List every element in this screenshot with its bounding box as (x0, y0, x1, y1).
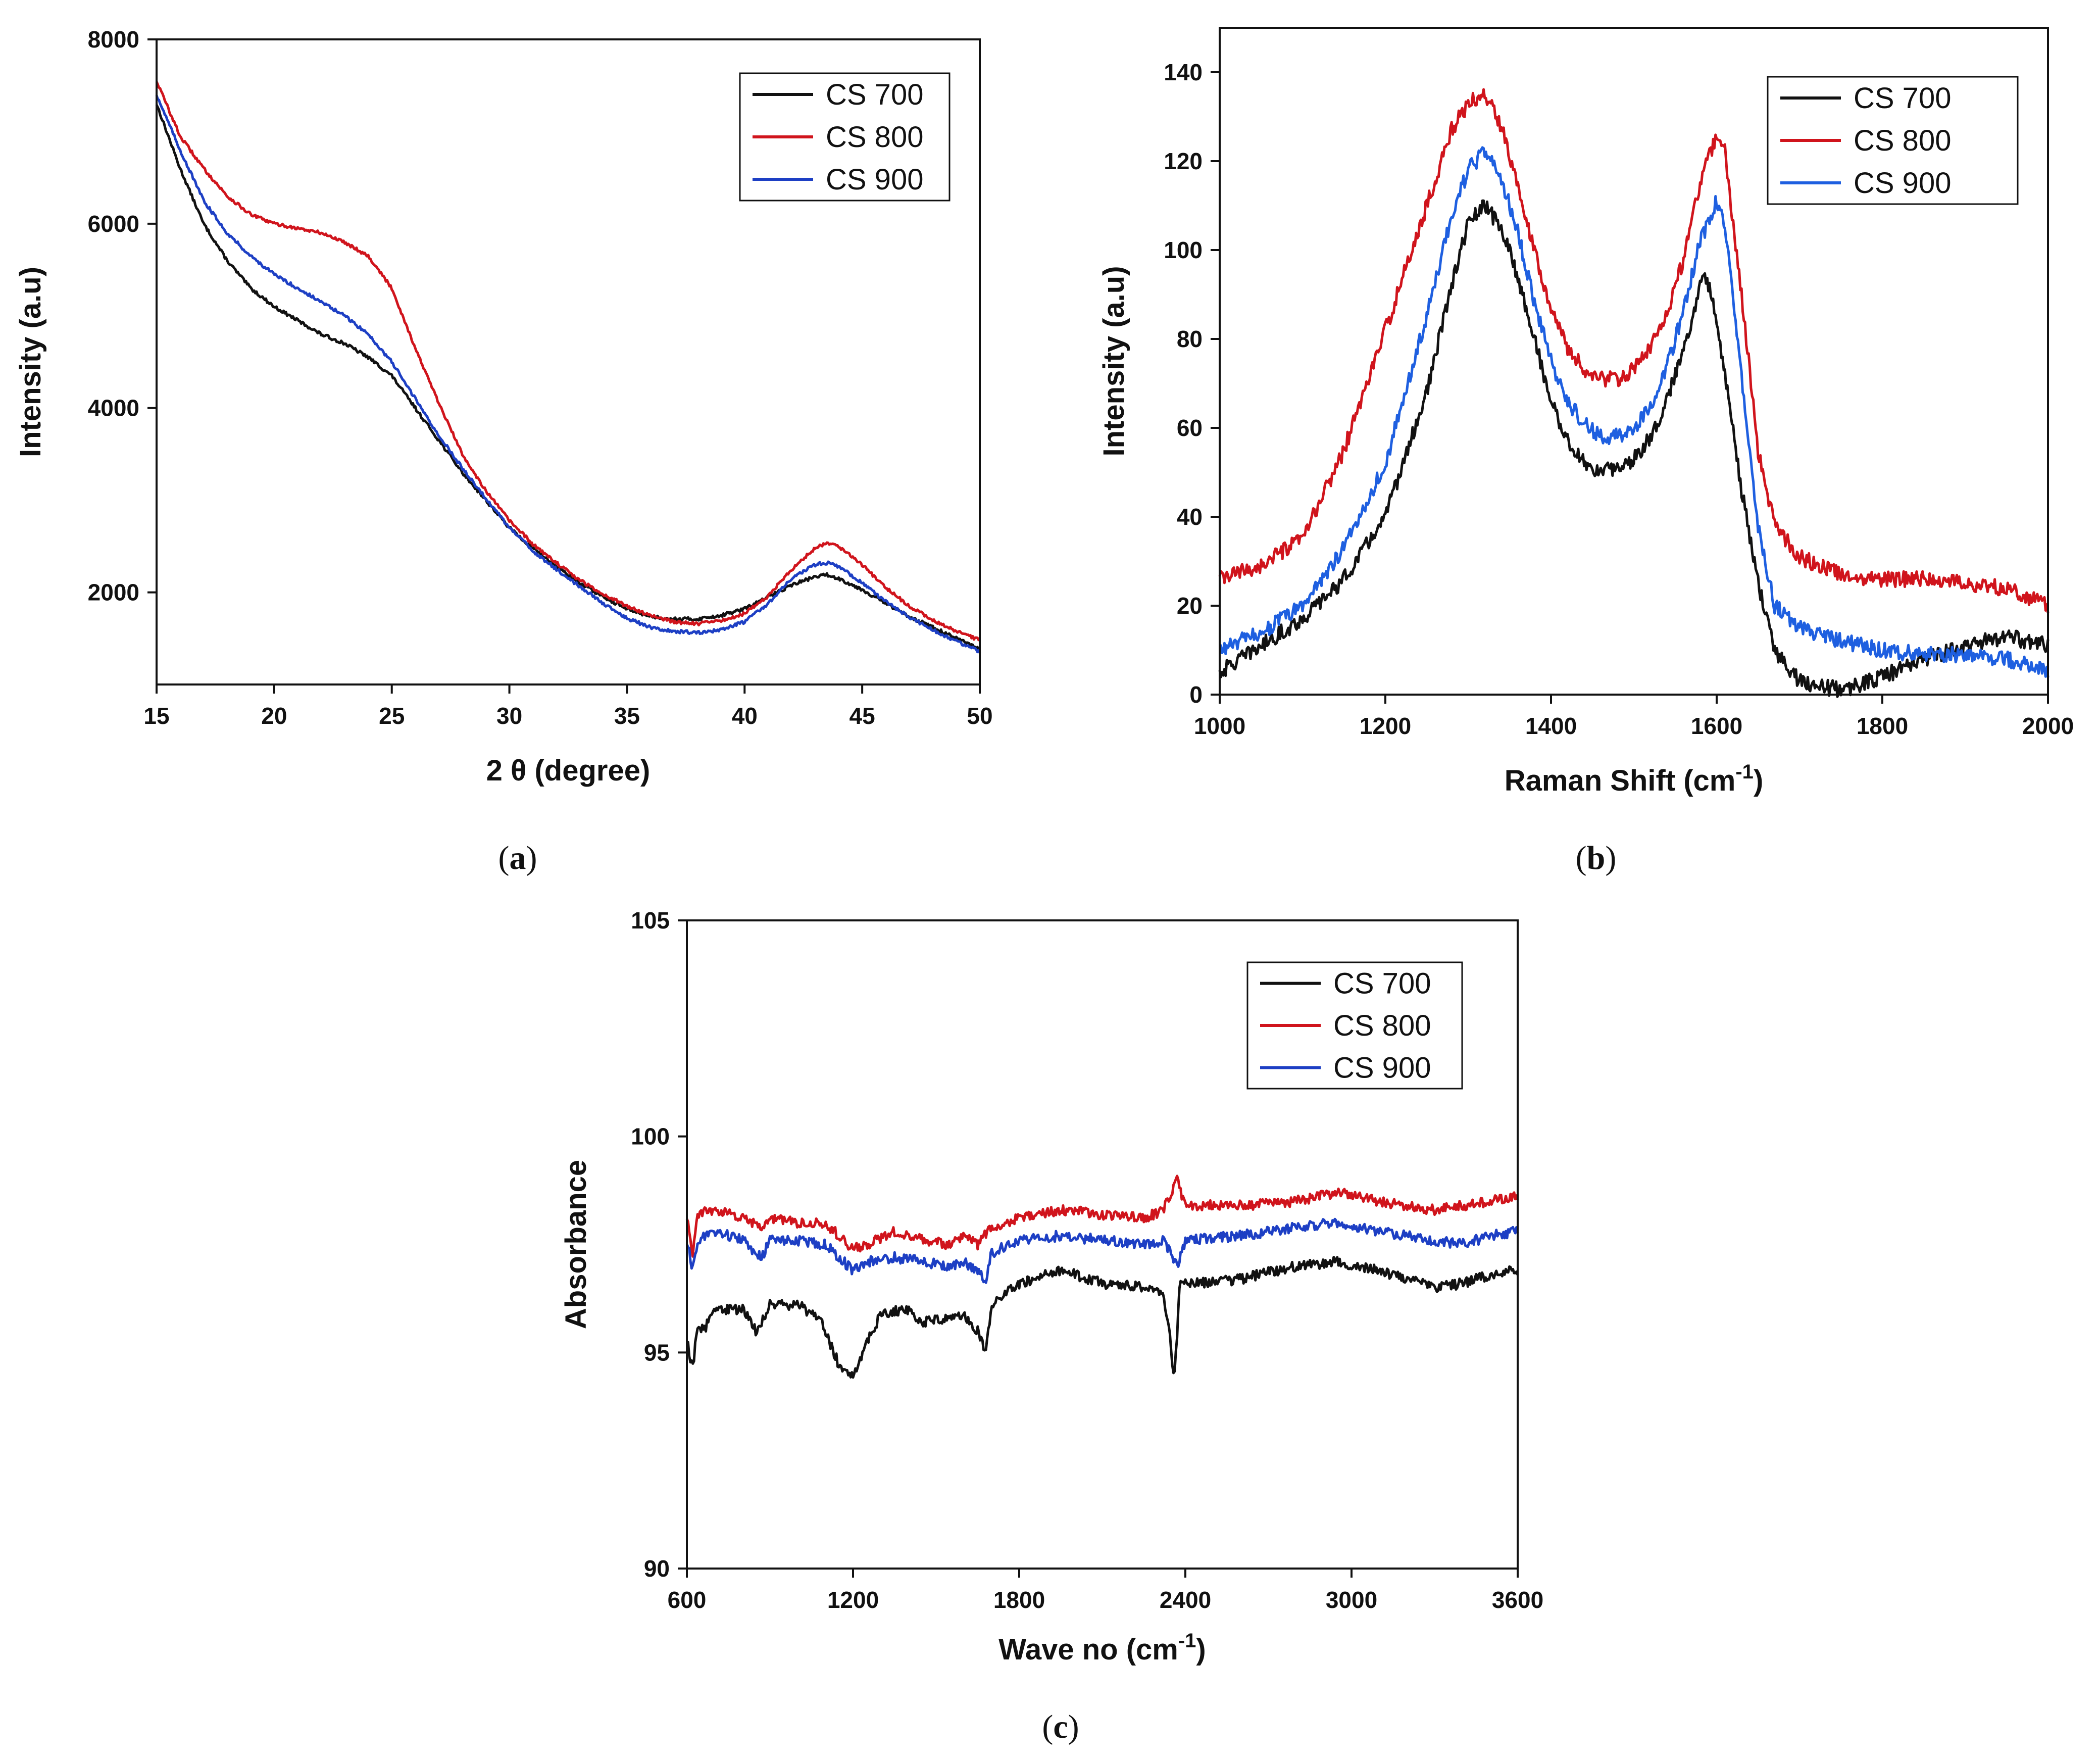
ticks-layer-b: 1000 1200 1400 1600 1800 2000 0 20 40 60 80 100 120 1… (1164, 59, 2074, 739)
series-line-a-cs-800 (155, 81, 981, 642)
y-tick-label: 6000 (88, 211, 139, 237)
legend-label: CS 700 (1333, 967, 1431, 1000)
x-axis-title-a: 2 θ (degree) (486, 754, 651, 787)
panel-label-a: (a) (498, 840, 537, 876)
ticks-layer-c: 600 1200 1800 2400 3000 3600 90 95 100 105 (631, 907, 1543, 1613)
series-line-a-cs-900 (155, 94, 981, 654)
x-tick-label: 1800 (993, 1587, 1045, 1613)
panel-label-c-letter: c (1053, 1708, 1068, 1745)
x-tick-label: 45 (849, 703, 875, 729)
x-axis-title-b: Raman Shift (cm-1) (1505, 761, 1764, 797)
legend-label: CS 900 (1333, 1051, 1431, 1084)
legend-label: CS 800 (1854, 124, 1951, 157)
y-tick-label: 80 (1177, 326, 1203, 352)
legend-label: CS 900 (826, 163, 923, 196)
legend-label: CS 800 (826, 121, 923, 154)
y-tick-label: 95 (644, 1339, 670, 1365)
panel-label-a-close: ) (526, 840, 537, 876)
ticks-layer-a: 15 20 25 30 35 40 45 50 2000 4000 6000 8000 (88, 26, 993, 729)
x-tick-label: 50 (967, 703, 992, 729)
plot-frame-b (1219, 27, 2049, 696)
y-tick-label: 100 (1164, 237, 1203, 263)
x-tick-label: 3000 (1326, 1587, 1377, 1613)
y-tick-label: 90 (644, 1555, 670, 1582)
x-tick-label: 25 (379, 703, 405, 729)
panel-label-b-open: ( (1576, 840, 1587, 876)
series-line-c-cs-800 (685, 1174, 1519, 1258)
x-tick-label: 1200 (827, 1587, 879, 1613)
x-axis-title-c-end: ) (1196, 1633, 1206, 1666)
x-tick-label: 2000 (2022, 713, 2074, 739)
x-tick-label: 20 (261, 703, 287, 729)
x-axis-title-b-main: Raman Shift (cm (1505, 764, 1736, 797)
x-tick-label: 35 (614, 703, 640, 729)
y-tick-label: 4000 (88, 395, 139, 421)
y-axis-title-a: Intensity (a.u) (14, 267, 47, 457)
y-tick-label: 140 (1164, 59, 1203, 85)
x-axis-title-c-main: Wave no (cm (998, 1633, 1178, 1666)
legend-label: CS 700 (826, 78, 923, 111)
x-tick-label: 40 (732, 703, 758, 729)
x-tick-label: 1000 (1194, 713, 1245, 739)
y-axis-title-b: Intensity (a.u) (1097, 266, 1130, 456)
series-layer-a (155, 81, 981, 654)
chart-panel-a: 15 20 25 30 35 40 45 50 2000 4000 6000 8000 2 θ (de… (14, 26, 993, 876)
x-axis-title-c-sup: -1 (1178, 1630, 1196, 1652)
series-line-a-cs-700 (155, 104, 981, 652)
legend-label: CS 900 (1854, 167, 1951, 200)
legend-a: CS 700 CS 800 CS 900 (739, 72, 951, 202)
panel-label-a-letter: a (510, 840, 526, 876)
legend-label: CS 700 (1854, 82, 1951, 115)
y-tick-label: 8000 (88, 26, 139, 53)
x-axis-title-c: Wave no (cm-1) (998, 1630, 1206, 1666)
x-tick-label: 2400 (1160, 1587, 1211, 1613)
panel-label-c-open: ( (1042, 1708, 1053, 1745)
legend-b: CS 700 CS 800 CS 900 (1767, 76, 2019, 205)
y-tick-label: 100 (631, 1123, 670, 1150)
legend-label: CS 800 (1333, 1009, 1431, 1042)
y-tick-label: 2000 (88, 579, 139, 606)
y-tick-label: 40 (1177, 504, 1203, 530)
x-tick-label: 15 (143, 703, 169, 729)
y-tick-label: 120 (1164, 148, 1203, 174)
panel-label-b-close: ) (1605, 840, 1616, 876)
x-axis-title-b-end: ) (1754, 764, 1763, 797)
plot-frame-a (156, 38, 981, 686)
x-tick-label: 600 (668, 1587, 707, 1613)
chart-panel-b: 1000 1200 1400 1600 1800 2000 0 20 40 60 80 100 120 1… (1097, 27, 2074, 876)
plot-frame-c (686, 919, 1519, 1570)
y-tick-label: 20 (1177, 593, 1203, 619)
x-axis-title-b-sup: -1 (1735, 761, 1754, 783)
series-line-b-cs-700 (1218, 199, 2049, 698)
series-line-c-cs-900 (685, 1217, 1519, 1284)
panel-label-c: (c) (1042, 1708, 1079, 1745)
y-axis-title-c: Absorbance (560, 1160, 592, 1329)
x-tick-label: 1200 (1360, 713, 1411, 739)
panel-label-b: (b) (1576, 840, 1617, 876)
panel-label-b-letter: b (1587, 840, 1606, 876)
series-line-c-cs-700 (685, 1256, 1519, 1379)
y-tick-label: 0 (1189, 681, 1203, 708)
x-tick-label: 3600 (1492, 1587, 1543, 1613)
x-tick-label: 30 (496, 703, 522, 729)
series-layer-b (1218, 88, 2049, 698)
panel-label-c-close: ) (1068, 1708, 1079, 1745)
x-tick-label: 1400 (1525, 713, 1577, 739)
chart-panel-c: 600 1200 1800 2400 3000 3600 90 95 100 105 Wave n… (560, 907, 1543, 1745)
series-layer-c (685, 1174, 1519, 1379)
y-tick-label: 60 (1177, 415, 1203, 441)
y-tick-label: 105 (631, 907, 670, 934)
legend-c: CS 700 CS 800 CS 900 (1246, 961, 1463, 1090)
x-tick-label: 1800 (1857, 713, 1908, 739)
x-tick-label: 1600 (1691, 713, 1742, 739)
series-line-b-cs-800 (1218, 88, 2049, 614)
series-line-b-cs-900 (1219, 146, 2049, 678)
panel-label-a-open: ( (498, 840, 510, 876)
